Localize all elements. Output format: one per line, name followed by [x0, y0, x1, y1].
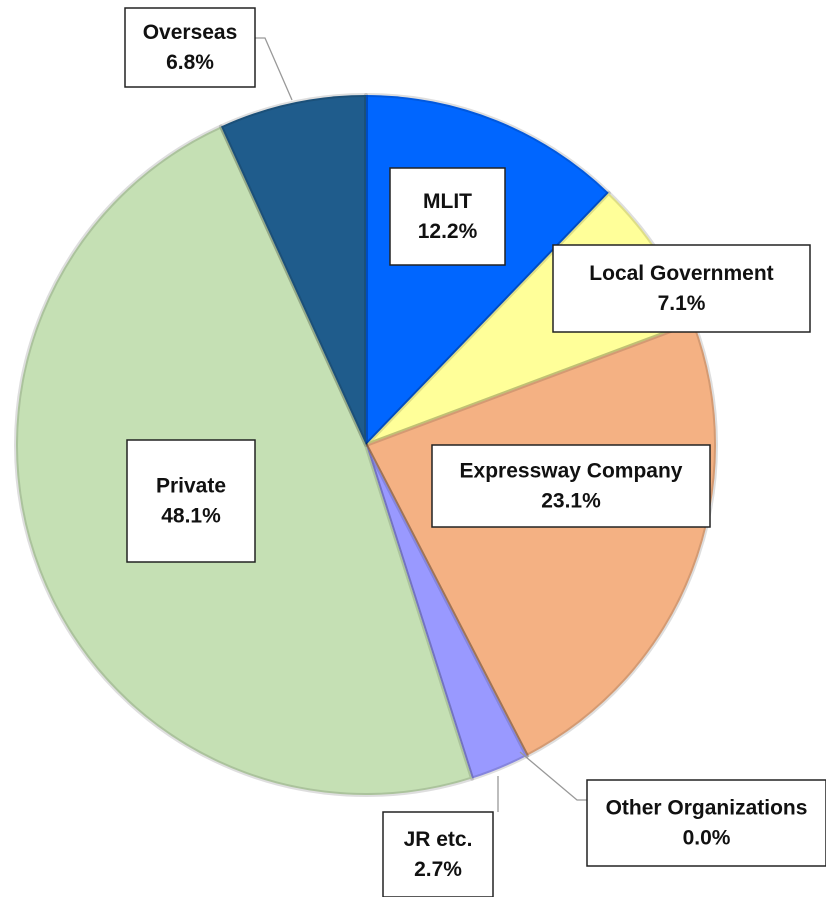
- slice-value-label: 23.1%: [541, 490, 601, 513]
- label-box: [382, 811, 494, 897]
- label-box: [124, 7, 256, 88]
- slice-value-label: 48.1%: [161, 505, 221, 528]
- slice-label: Overseas: [143, 21, 238, 44]
- slice-value-label: 12.2%: [418, 220, 478, 243]
- slice-value-label: 0.0%: [683, 827, 731, 850]
- leader-line: [255, 37, 293, 101]
- slice-label: Local Government: [589, 262, 773, 285]
- pie-slice: [364, 320, 718, 758]
- labels: MLIT 12.2% Local Government 7.1% Expressway …: [124, 7, 826, 897]
- slice-label: MLIT: [423, 190, 472, 213]
- slice-label: Other Organizations: [606, 797, 808, 820]
- pie-slice: [364, 443, 529, 781]
- slice-value-label: 6.8%: [166, 51, 214, 74]
- slice-value-label: 7.1%: [658, 292, 706, 315]
- slice-value-label: 2.7%: [414, 858, 462, 881]
- label-box: [389, 167, 506, 266]
- label-box: [126, 439, 256, 563]
- slice-label: Private: [156, 475, 226, 498]
- label-box: [586, 779, 826, 867]
- slice-label: Expressway Company: [460, 460, 683, 483]
- pie-slice: [218, 93, 368, 447]
- label-box: [552, 244, 811, 333]
- leader-line: [519, 751, 587, 801]
- label-box: [431, 444, 711, 528]
- slice-label: JR etc.: [404, 828, 473, 851]
